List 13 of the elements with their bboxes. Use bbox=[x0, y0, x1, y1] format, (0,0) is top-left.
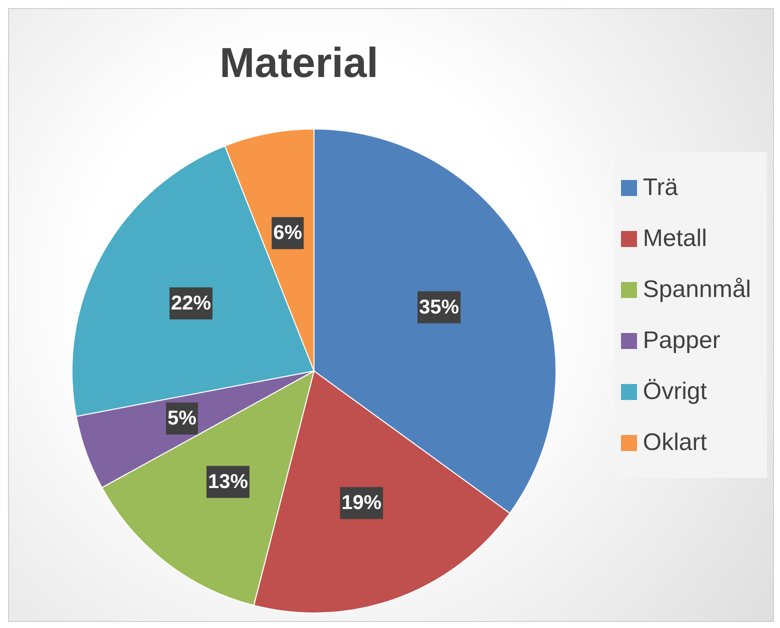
data-label: 35% bbox=[419, 296, 460, 318]
data-label: 13% bbox=[208, 470, 248, 493]
legend-label: Papper bbox=[642, 326, 720, 354]
chart-title: Material bbox=[218, 39, 380, 87]
legend-label: Oklart bbox=[642, 428, 707, 456]
legend-label: Spannmål bbox=[642, 276, 751, 304]
slice-label: Trä bbox=[642, 174, 678, 202]
data-label: 22% bbox=[170, 292, 212, 314]
data-label: 6% bbox=[273, 222, 302, 244]
data-label: 19% bbox=[342, 492, 382, 514]
legend-label: Metall bbox=[642, 224, 707, 252]
legend-label: Övrigt bbox=[642, 378, 707, 406]
data-label: 5% bbox=[167, 408, 197, 430]
